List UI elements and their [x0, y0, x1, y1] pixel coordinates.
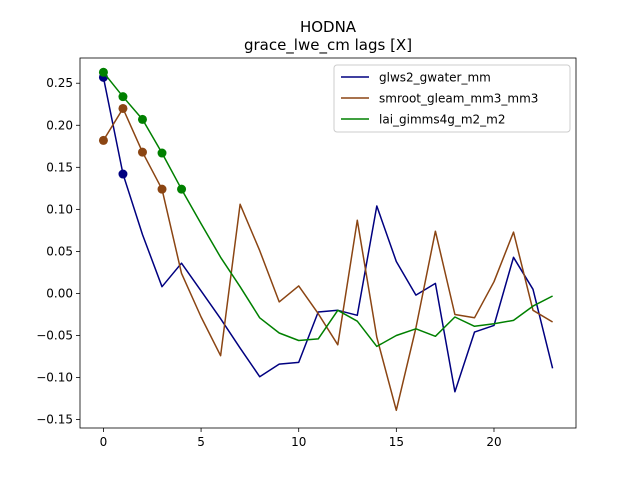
series-marker — [98, 67, 108, 77]
x-tick-label: 20 — [486, 435, 501, 449]
y-tick-label: −0.10 — [36, 371, 73, 385]
legend-box — [333, 64, 571, 133]
plot-frame — [79, 57, 577, 429]
y-tick-label: 0.00 — [46, 286, 73, 300]
y-tick-label: 0.20 — [46, 118, 73, 132]
y-tick-label: 0.15 — [46, 160, 73, 174]
series-marker — [118, 169, 128, 179]
y-tick-label: 0.25 — [46, 76, 73, 90]
plot-area — [98, 67, 554, 412]
series-marker — [137, 114, 147, 124]
series-marker — [118, 103, 128, 113]
legend-label-1: smroot_gleam_mm3_mm3 — [379, 92, 538, 106]
x-tick-label: 10 — [291, 435, 306, 449]
axes: 0 5 10 15 20 −0.15 −0.10 −0.05 0.00 0.05 0.10 0.15 0… — [36, 57, 577, 449]
series-marker — [98, 135, 108, 145]
series-marker — [118, 92, 128, 102]
x-tick-label: 5 — [197, 435, 205, 449]
legend-label-2: lai_gimms4g_m2_m2 — [379, 113, 506, 127]
y-tick-label: 0.05 — [46, 244, 73, 258]
chart-subtitle: grace_lwe_cm lags [X] — [244, 36, 412, 55]
legend: glws2_gwater_mm smroot_gleam_mm3_mm3 lai_g… — [333, 64, 571, 133]
series-marker — [157, 184, 167, 194]
y-tick-label: 0.10 — [46, 202, 73, 216]
series-marker — [157, 148, 167, 158]
y-tick-label: −0.15 — [36, 413, 73, 427]
series-marker — [177, 184, 187, 194]
x-tick-label: 15 — [389, 435, 404, 449]
series-line-0 — [102, 77, 554, 393]
chart-title: HODNA — [300, 18, 357, 36]
series-line-1 — [102, 107, 553, 412]
x-tick-label: 0 — [100, 435, 108, 449]
legend-label-0: glws2_gwater_mm — [379, 71, 491, 85]
series-marker — [137, 147, 147, 157]
y-tick-label: −0.05 — [36, 329, 73, 343]
series-line-2 — [102, 71, 553, 348]
